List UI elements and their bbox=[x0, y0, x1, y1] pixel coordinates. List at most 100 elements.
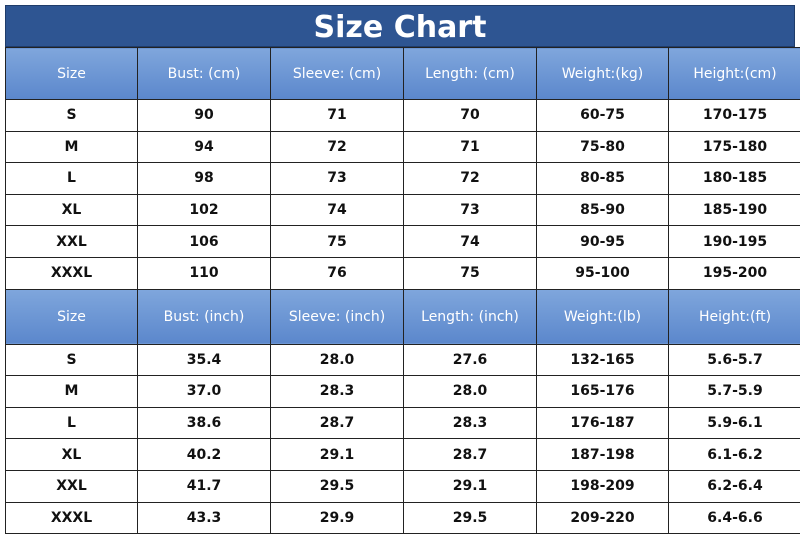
cell: 80-85 bbox=[536, 162, 669, 195]
header-row: Size Bust: (inch) Sleeve: (inch) Length: (i… bbox=[5, 288, 800, 345]
cell: 195-200 bbox=[668, 256, 800, 290]
cell: 71 bbox=[403, 130, 537, 164]
cell: S bbox=[5, 343, 138, 377]
cell: 28.7 bbox=[403, 438, 537, 471]
cell: 29.1 bbox=[270, 438, 404, 471]
cell: 38.6 bbox=[137, 406, 271, 440]
cell: 35.4 bbox=[137, 343, 271, 377]
cell: XXXL bbox=[5, 501, 138, 535]
data-row: S 90 71 70 60-75 170-175 bbox=[5, 99, 800, 132]
cell: 94 bbox=[137, 130, 271, 164]
data-row: L 98 73 72 80-85 180-185 bbox=[5, 162, 800, 195]
data-row: XXL 106 75 74 90-95 190-195 bbox=[5, 225, 800, 258]
data-row: XXXL 110 76 75 95-100 195-200 bbox=[5, 256, 800, 290]
data-row: S 35.4 28.0 27.6 132-165 5.6-5.7 bbox=[5, 343, 800, 377]
cell: XXL bbox=[5, 225, 138, 258]
header-cell: Weight:(lb) bbox=[536, 288, 669, 345]
cell: M bbox=[5, 130, 138, 164]
data-row: M 94 72 71 75-80 175-180 bbox=[5, 130, 800, 164]
cell: 198-209 bbox=[536, 469, 669, 503]
cell: 74 bbox=[270, 193, 404, 227]
cell: 72 bbox=[270, 130, 404, 164]
cell: 60-75 bbox=[536, 99, 669, 132]
cell: 72 bbox=[403, 162, 537, 195]
header-cell: Bust: (cm) bbox=[137, 47, 271, 100]
cell: 165-176 bbox=[536, 375, 669, 408]
cell: 74 bbox=[403, 225, 537, 258]
cell: 190-195 bbox=[668, 225, 800, 258]
header-cell: Length: (inch) bbox=[403, 288, 537, 345]
cell: L bbox=[5, 162, 138, 195]
cell: XL bbox=[5, 193, 138, 227]
cell: 209-220 bbox=[536, 501, 669, 535]
header-row: Size Bust: (cm) Sleeve: (cm) Length: (cm) We… bbox=[5, 47, 800, 100]
cell: 180-185 bbox=[668, 162, 800, 195]
cell: 28.3 bbox=[403, 406, 537, 440]
cell: 5.9-6.1 bbox=[668, 406, 800, 440]
cell: M bbox=[5, 375, 138, 408]
cell: 75 bbox=[403, 256, 537, 290]
cell: 76 bbox=[270, 256, 404, 290]
cell: 29.9 bbox=[270, 501, 404, 535]
cell: XL bbox=[5, 438, 138, 471]
cell: 27.6 bbox=[403, 343, 537, 377]
data-row: L 38.6 28.7 28.3 176-187 5.9-6.1 bbox=[5, 406, 800, 440]
data-row: XXXL 43.3 29.9 29.5 209-220 6.4-6.6 bbox=[5, 501, 800, 535]
cell: 41.7 bbox=[137, 469, 271, 503]
cell: L bbox=[5, 406, 138, 440]
cell: 110 bbox=[137, 256, 271, 290]
cell: 85-90 bbox=[536, 193, 669, 227]
size-table: Size Bust: (cm) Sleeve: (cm) Length: (cm) We… bbox=[5, 47, 800, 535]
cell: XXL bbox=[5, 469, 138, 503]
cell: 132-165 bbox=[536, 343, 669, 377]
cell: 43.3 bbox=[137, 501, 271, 535]
header-cell: Length: (cm) bbox=[403, 47, 537, 100]
cell: 28.3 bbox=[270, 375, 404, 408]
cell: 75-80 bbox=[536, 130, 669, 164]
cell: 170-175 bbox=[668, 99, 800, 132]
cell: 70 bbox=[403, 99, 537, 132]
cell: 90-95 bbox=[536, 225, 669, 258]
cell: 185-190 bbox=[668, 193, 800, 227]
cell: 95-100 bbox=[536, 256, 669, 290]
cell: 6.1-6.2 bbox=[668, 438, 800, 471]
cell: 6.4-6.6 bbox=[668, 501, 800, 535]
size-chart: Size Chart Size Bust: (cm) Sleeve: (cm) Len… bbox=[5, 5, 800, 535]
cell: 98 bbox=[137, 162, 271, 195]
header-cell: Bust: (inch) bbox=[137, 288, 271, 345]
cell: 75 bbox=[270, 225, 404, 258]
data-row: XL 102 74 73 85-90 185-190 bbox=[5, 193, 800, 227]
cell: 29.5 bbox=[403, 501, 537, 535]
cell: 187-198 bbox=[536, 438, 669, 471]
cell: 29.1 bbox=[403, 469, 537, 503]
cell: 28.7 bbox=[270, 406, 404, 440]
header-cell: Sleeve: (inch) bbox=[270, 288, 404, 345]
cell: 28.0 bbox=[403, 375, 537, 408]
cell: 29.5 bbox=[270, 469, 404, 503]
title: Size Chart bbox=[5, 5, 795, 47]
data-row: M 37.0 28.3 28.0 165-176 5.7-5.9 bbox=[5, 375, 800, 408]
cell: 71 bbox=[270, 99, 404, 132]
cell: 73 bbox=[270, 162, 404, 195]
cell: 106 bbox=[137, 225, 271, 258]
cell: 37.0 bbox=[137, 375, 271, 408]
header-cell: Height:(ft) bbox=[668, 288, 800, 345]
data-row: XL 40.2 29.1 28.7 187-198 6.1-6.2 bbox=[5, 438, 800, 471]
header-cell: Weight:(kg) bbox=[536, 47, 669, 100]
header-cell: Size bbox=[5, 47, 138, 100]
cell: XXXL bbox=[5, 256, 138, 290]
cell: 176-187 bbox=[536, 406, 669, 440]
cell: 28.0 bbox=[270, 343, 404, 377]
cell: 102 bbox=[137, 193, 271, 227]
cell: 73 bbox=[403, 193, 537, 227]
cell: 6.2-6.4 bbox=[668, 469, 800, 503]
data-row: XXL 41.7 29.5 29.1 198-209 6.2-6.4 bbox=[5, 469, 800, 503]
cell: 5.6-5.7 bbox=[668, 343, 800, 377]
cell: 90 bbox=[137, 99, 271, 132]
cell: 40.2 bbox=[137, 438, 271, 471]
cell: 5.7-5.9 bbox=[668, 375, 800, 408]
header-cell: Height:(cm) bbox=[668, 47, 800, 100]
cell: 175-180 bbox=[668, 130, 800, 164]
cell: S bbox=[5, 99, 138, 132]
